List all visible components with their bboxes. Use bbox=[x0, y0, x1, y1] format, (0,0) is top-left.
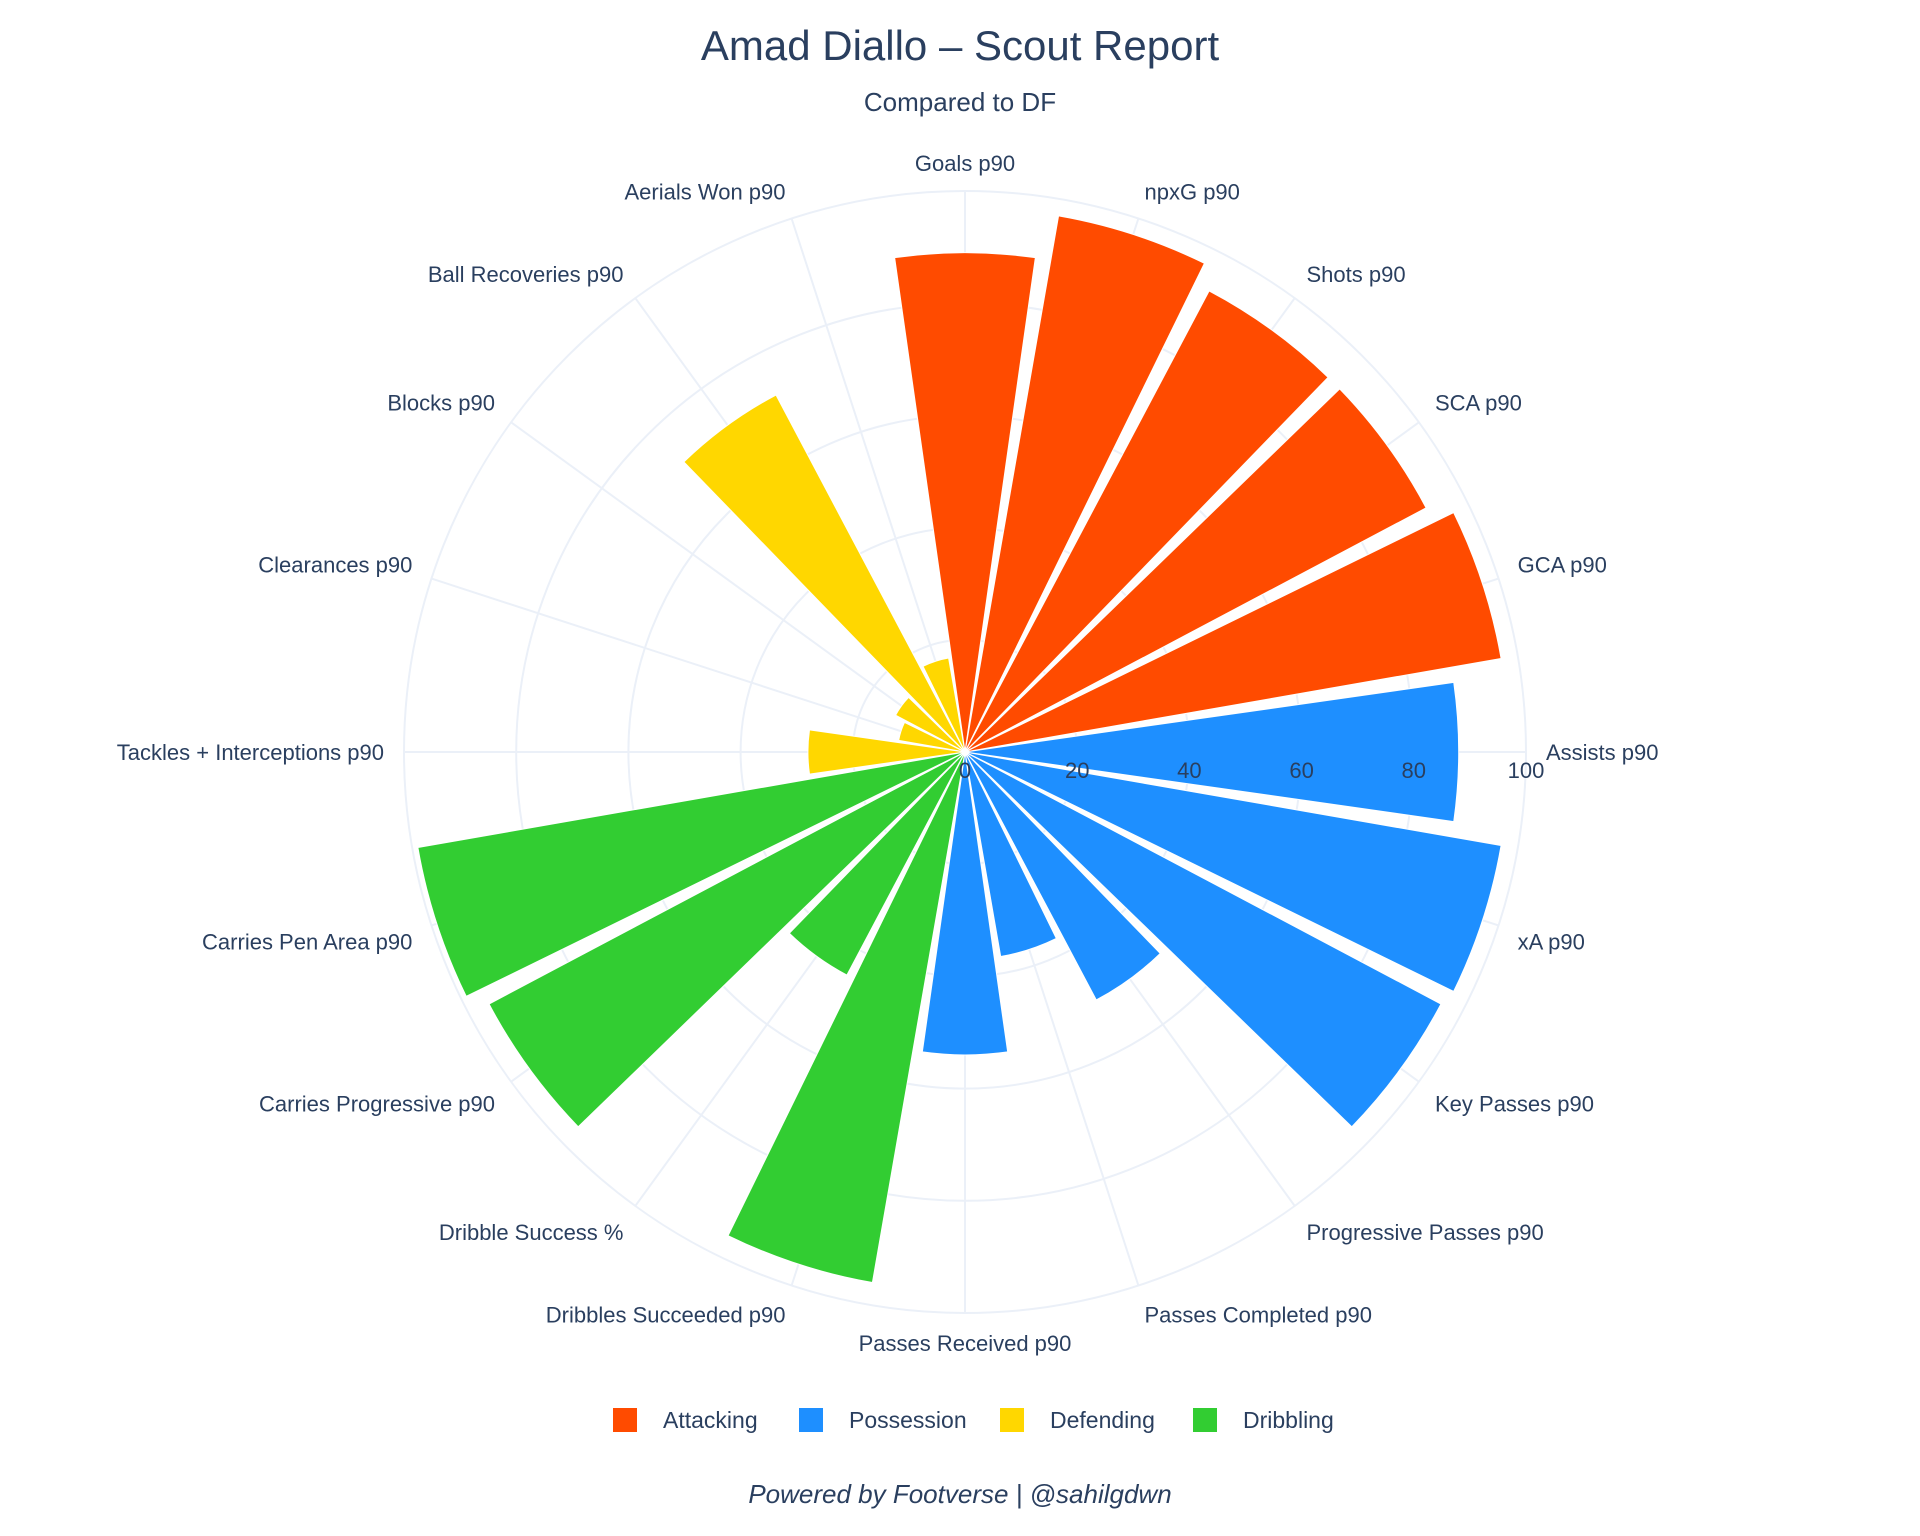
radial-tick-label: 40 bbox=[1177, 758, 1201, 783]
bar-aerials-won-p90[interactable] bbox=[922, 657, 966, 753]
angular-label: npxG p90 bbox=[1145, 179, 1240, 204]
angular-label: Assists p90 bbox=[1546, 740, 1659, 765]
bar-gca-p90[interactable] bbox=[964, 511, 1502, 753]
bar-key-passes-p90[interactable] bbox=[964, 751, 1442, 1128]
radial-tick-label: 80 bbox=[1402, 758, 1426, 783]
footer-credit: Powered by Footverse | @sahilgdwn bbox=[748, 1479, 1171, 1509]
legend-label: Possession bbox=[849, 1407, 967, 1433]
angular-label: Goals p90 bbox=[915, 151, 1015, 176]
legend-swatch bbox=[1000, 1408, 1024, 1432]
angular-label: Progressive Passes p90 bbox=[1307, 1220, 1544, 1245]
angular-label: Key Passes p90 bbox=[1435, 1092, 1594, 1117]
angular-label: Passes Received p90 bbox=[859, 1331, 1072, 1356]
bar-dribble-success[interactable] bbox=[788, 751, 966, 976]
grid-spoke bbox=[431, 577, 966, 753]
bar-assists-p90[interactable] bbox=[964, 681, 1460, 823]
legend-swatch bbox=[1193, 1408, 1217, 1432]
bar-carries-progressive-p90[interactable] bbox=[488, 751, 966, 1128]
angular-label: Shots p90 bbox=[1307, 262, 1406, 287]
bars-group bbox=[417, 215, 1502, 1284]
bar-shots-p90[interactable] bbox=[964, 290, 1329, 753]
legend-item-attacking[interactable]: Attacking bbox=[613, 1407, 758, 1433]
bar-passes-completed-p90[interactable] bbox=[964, 751, 1057, 958]
legend-item-dribbling[interactable]: Dribbling bbox=[1193, 1407, 1334, 1433]
bar-ball-recoveries-p90[interactable] bbox=[683, 394, 966, 753]
angular-label: GCA p90 bbox=[1518, 553, 1607, 578]
angular-label: Dribble Success % bbox=[439, 1220, 624, 1245]
bar-goals-p90[interactable] bbox=[894, 252, 1036, 753]
bar-tackles-interceptions-p90[interactable] bbox=[807, 729, 966, 775]
angular-label: Ball Recoveries p90 bbox=[428, 262, 624, 287]
radial-tick-label: 0 bbox=[959, 758, 971, 783]
bar-dribbles-succeeded-p90[interactable] bbox=[727, 751, 966, 1284]
legend-label: Dribbling bbox=[1243, 1407, 1334, 1433]
chart-subtitle: Compared to DF bbox=[864, 87, 1056, 117]
angular-label: xA p90 bbox=[1518, 930, 1585, 955]
legend: Attacking Possession Defending Dribbling bbox=[613, 1407, 1334, 1433]
radial-tick-label: 60 bbox=[1289, 758, 1313, 783]
bar-passes-received-p90[interactable] bbox=[921, 751, 1009, 1056]
angular-label: Passes Completed p90 bbox=[1145, 1303, 1372, 1328]
angular-label: Clearances p90 bbox=[258, 553, 412, 578]
legend-label: Defending bbox=[1050, 1407, 1155, 1433]
angular-label: Aerials Won p90 bbox=[624, 179, 785, 204]
bar-xa-p90[interactable] bbox=[964, 751, 1502, 993]
angular-label: Blocks p90 bbox=[387, 391, 495, 416]
legend-item-defending[interactable]: Defending bbox=[1000, 1407, 1155, 1433]
bar-npxg-p90[interactable] bbox=[964, 215, 1206, 753]
grid-spoke bbox=[510, 421, 966, 753]
bar-progressive-passes-p90[interactable] bbox=[964, 751, 1161, 1001]
legend-swatch bbox=[799, 1408, 823, 1432]
chart-title: Amad Diallo – Scout Report bbox=[701, 22, 1220, 69]
angular-label: Carries Progressive p90 bbox=[259, 1092, 495, 1117]
radial-tick-label: 20 bbox=[1065, 758, 1089, 783]
angular-label: Carries Pen Area p90 bbox=[202, 930, 412, 955]
bar-blocks-p90[interactable] bbox=[894, 696, 966, 753]
bar-clearances-p90[interactable] bbox=[898, 721, 966, 753]
legend-swatch bbox=[613, 1408, 637, 1432]
legend-item-possession[interactable]: Possession bbox=[799, 1407, 967, 1433]
angular-labels: Goals p90 npxG p90 Shots p90 SCA p90 GCA p90… bbox=[117, 151, 1659, 1356]
radial-tick-labels: 0 20 40 60 80 100 bbox=[959, 758, 1544, 783]
bar-carries-pen-area-p90[interactable] bbox=[417, 751, 966, 998]
radial-tick-label: 100 bbox=[1508, 758, 1545, 783]
angular-label: Dribbles Succeeded p90 bbox=[546, 1303, 786, 1328]
legend-label: Attacking bbox=[663, 1407, 758, 1433]
bar-sca-p90[interactable] bbox=[964, 388, 1427, 753]
angular-label: SCA p90 bbox=[1435, 391, 1522, 416]
angular-label: Tackles + Interceptions p90 bbox=[117, 740, 384, 765]
